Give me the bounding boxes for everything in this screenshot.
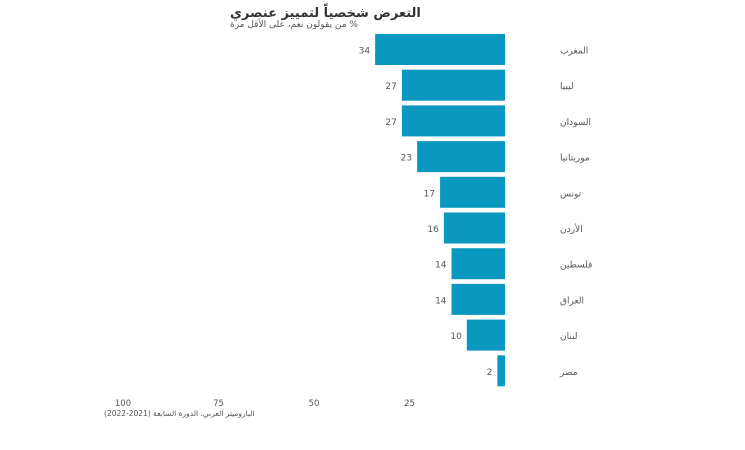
category-label: ليبيا — [560, 82, 574, 92]
value-label: 27 — [385, 118, 396, 128]
category-label: السودان — [560, 118, 591, 128]
x-tick-label: 100 — [115, 399, 131, 409]
x-tick-label: 50 — [309, 399, 320, 409]
value-label: 34 — [359, 47, 371, 57]
bar — [401, 105, 505, 137]
category-label: تونس — [560, 189, 582, 199]
bar — [497, 355, 505, 387]
category-label: المغرب — [560, 47, 588, 57]
bar — [451, 248, 505, 280]
category-label: العراق — [560, 296, 584, 306]
bar — [466, 319, 505, 351]
bar — [401, 69, 505, 101]
value-label: 27 — [385, 82, 396, 92]
value-label: 17 — [424, 189, 435, 199]
bar — [451, 283, 505, 315]
bar — [440, 176, 505, 208]
x-tick-label: 75 — [213, 399, 224, 409]
category-label: فلسطين — [560, 261, 592, 271]
category-label: موريتانيا — [560, 154, 590, 164]
chart-title: التعرض شخصياً لتمييز عنصري — [230, 6, 421, 21]
x-tick-label: 25 — [404, 399, 415, 409]
bar — [375, 34, 505, 65]
category-label: لبنان — [560, 332, 578, 342]
chart-subtitle: % من يقولون نعم، على الأقل مرة — [230, 20, 358, 30]
bar — [443, 212, 505, 244]
category-label: مصر — [559, 368, 578, 378]
value-label: 16 — [427, 225, 439, 235]
category-label: الأردن — [560, 223, 583, 235]
bar — [417, 141, 505, 173]
value-label: 14 — [435, 261, 447, 271]
value-label: 10 — [450, 332, 462, 342]
source-note: الباروميتر العربي، الدورة السابعة (2021-… — [104, 409, 255, 418]
value-label: 14 — [435, 296, 447, 306]
value-label: 2 — [487, 368, 493, 378]
value-label: 23 — [401, 154, 412, 164]
